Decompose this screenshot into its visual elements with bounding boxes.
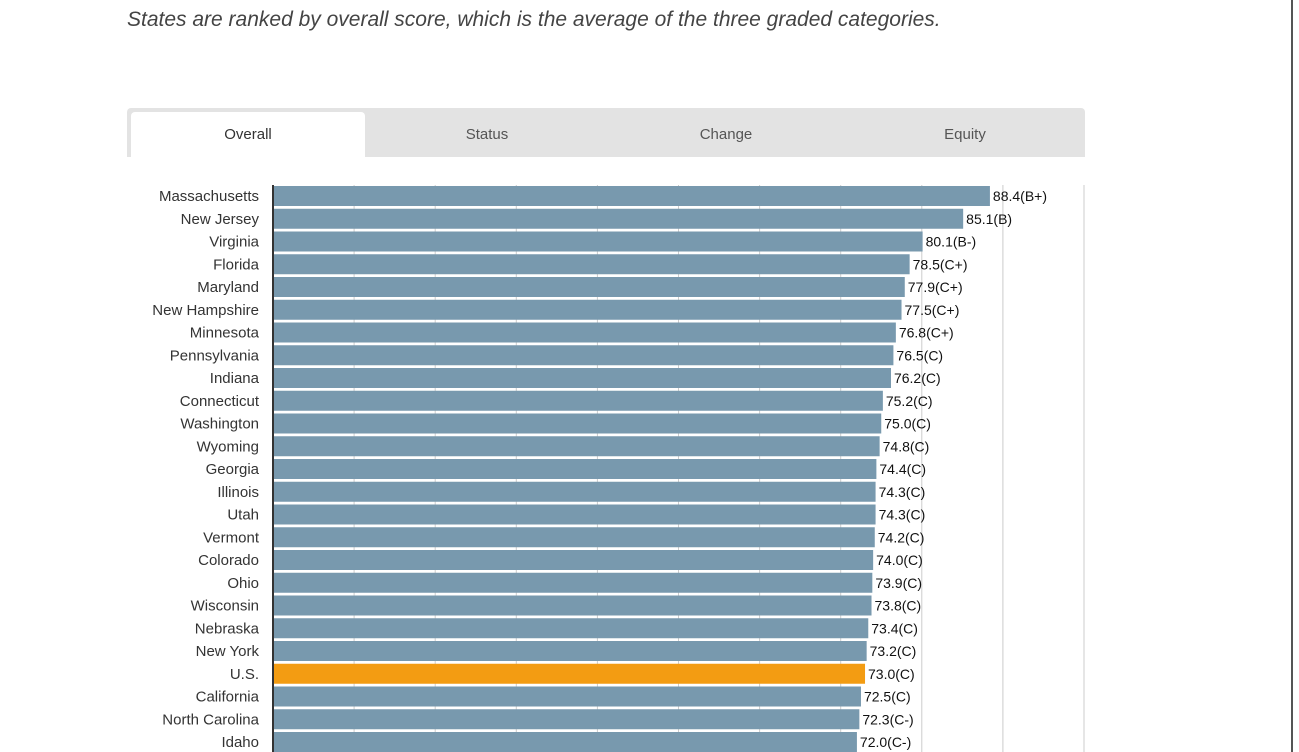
value-label: 73.4(C) — [871, 620, 918, 636]
value-label: 77.5(C+) — [905, 302, 960, 318]
chart-subtitle: States are ranked by overall score, whic… — [127, 8, 941, 31]
value-label: 74.8(C) — [883, 438, 930, 454]
bar — [273, 299, 902, 320]
bar — [273, 345, 894, 366]
category-label: Nebraska — [195, 620, 260, 637]
page-right-border — [1291, 0, 1293, 752]
category-label: Idaho — [221, 734, 259, 751]
value-label: 88.4(B+) — [993, 188, 1047, 204]
category-label: Pennsylvania — [170, 347, 260, 364]
value-label: 78.5(C+) — [913, 256, 968, 272]
bar — [273, 527, 875, 548]
category-label: Vermont — [203, 529, 260, 546]
bar — [273, 186, 990, 206]
bar — [273, 504, 876, 525]
value-label: 72.5(C) — [864, 689, 911, 705]
category-label: U.S. — [230, 666, 259, 683]
value-label: 75.0(C) — [884, 416, 931, 432]
category-label: Connecticut — [180, 393, 260, 410]
value-label: 77.9(C+) — [908, 279, 963, 295]
bar — [273, 208, 964, 229]
value-label: 74.3(C) — [879, 507, 926, 523]
category-label: New Jersey — [181, 211, 260, 228]
bar — [273, 254, 910, 275]
value-label: 76.5(C) — [896, 347, 943, 363]
category-label: Wyoming — [197, 438, 259, 455]
value-label: 76.8(C+) — [899, 325, 954, 341]
bar — [273, 459, 877, 479]
category-label: Virginia — [209, 234, 259, 251]
category-label: Wisconsin — [191, 598, 259, 615]
value-label: 73.0(C) — [868, 666, 915, 682]
bar — [273, 595, 872, 616]
value-label: 72.3(C-) — [862, 711, 913, 727]
bar — [273, 641, 867, 661]
value-label: 80.1(B-) — [926, 234, 977, 250]
bar — [273, 277, 905, 297]
tab-equity[interactable]: Equity — [944, 126, 986, 143]
category-label: Minnesota — [190, 325, 260, 342]
category-label: North Carolina — [162, 711, 259, 728]
bar — [273, 413, 882, 434]
category-label: Maryland — [197, 279, 259, 296]
value-label: 74.0(C) — [876, 552, 923, 568]
bar — [273, 481, 876, 502]
tab-change[interactable]: Change — [699, 126, 753, 143]
value-label: 74.2(C) — [878, 529, 925, 545]
tab-overall[interactable]: Overall — [131, 112, 365, 157]
bar — [273, 572, 873, 593]
bar — [273, 663, 866, 684]
value-label: 73.8(C) — [875, 598, 922, 614]
bar — [273, 390, 883, 411]
value-label: 85.1(B) — [966, 211, 1012, 227]
category-label: Massachusetts — [159, 188, 259, 205]
bar — [273, 709, 860, 730]
bar — [273, 550, 874, 570]
tab-status[interactable]: Status — [465, 126, 509, 143]
bar — [273, 686, 861, 707]
category-label: New York — [196, 643, 260, 660]
bar — [273, 368, 891, 388]
value-label: 76.2(C) — [894, 370, 941, 386]
category-label: Indiana — [210, 370, 260, 387]
category-label: California — [196, 689, 260, 706]
category-label: Georgia — [206, 461, 260, 478]
category-label: Illinois — [217, 484, 259, 501]
value-label: 74.3(C) — [879, 484, 926, 500]
bar — [273, 436, 880, 457]
bar — [273, 618, 869, 639]
category-label: Colorado — [198, 552, 259, 569]
value-label: 72.0(C-) — [860, 734, 911, 750]
category-label: New Hampshire — [152, 302, 259, 319]
bar — [273, 322, 896, 343]
category-label: Utah — [227, 507, 259, 524]
category-label: Washington — [180, 416, 259, 433]
value-label: 73.2(C) — [870, 643, 917, 659]
value-label: 73.9(C) — [875, 575, 922, 591]
bar — [273, 231, 923, 252]
category-label: Ohio — [227, 575, 259, 592]
bar — [273, 732, 857, 752]
category-label: Florida — [213, 256, 260, 273]
tab-bar: Overall Status Change Equity — [127, 108, 1085, 157]
value-label: 75.2(C) — [886, 393, 933, 409]
value-label: 74.4(C) — [879, 461, 926, 477]
